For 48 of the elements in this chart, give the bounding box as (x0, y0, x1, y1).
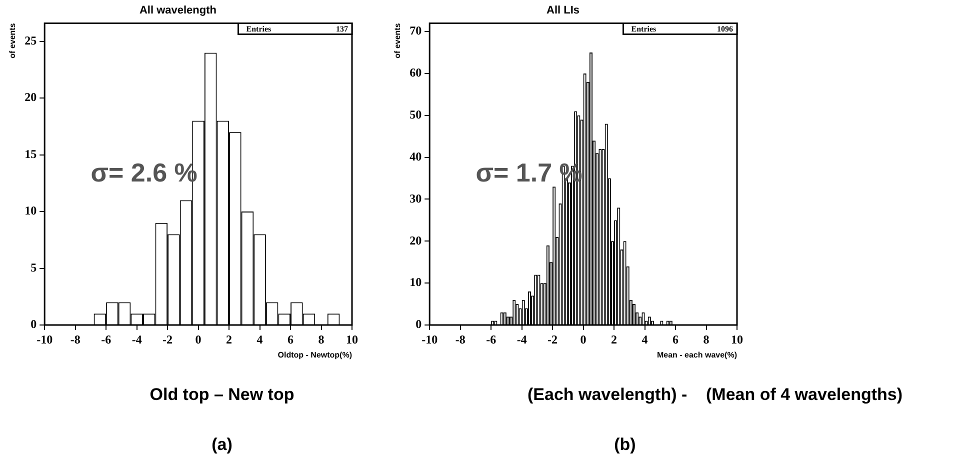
x-tick-label: -2 (162, 332, 173, 346)
text: Entries 137 (246, 24, 348, 34)
y-tick-label: 50 (410, 108, 422, 122)
y-tick-label: 10 (410, 275, 422, 290)
text: Entries 1096 (631, 24, 733, 34)
x-tick-label: 6 (288, 332, 294, 346)
y-tick-label: 0 (416, 317, 422, 332)
text: Old top – New top (150, 385, 294, 405)
y-tick-label: 40 (410, 149, 422, 164)
text: (b) (614, 435, 636, 455)
x-tick-label: 10 (731, 332, 743, 346)
x-axis-title: Oldtop - Newtop(%) (278, 350, 352, 360)
x-axis-title: Mean - each wave(%) (656, 350, 738, 360)
x-tick-label: 2 (611, 332, 618, 346)
y-tick-label: 25 (24, 33, 37, 48)
y-tick-label: 30 (410, 191, 422, 206)
x-tick-label: -8 (70, 332, 80, 346)
y-tick-label: 10 (24, 204, 37, 218)
x-tick-label: -4 (132, 332, 142, 346)
y-tick-label: 20 (24, 90, 37, 104)
y-tick-label: 0 (30, 317, 37, 332)
y-axis-title: of events (8, 22, 18, 58)
x-tick-label: -6 (101, 332, 112, 346)
text: (Each wavelength) - (Mean of 4 wavelengths) (527, 385, 903, 405)
x-tick-label: -10 (36, 332, 53, 346)
y-tick-label: 60 (410, 66, 422, 80)
x-tick-label: 4 (642, 332, 648, 346)
x-tick-label: 4 (256, 332, 263, 346)
x-tick-label: 10 (346, 332, 358, 346)
y-axis-title: of events (393, 22, 402, 58)
x-tick-label: 0 (580, 332, 586, 346)
y-tick-label: 70 (410, 24, 422, 38)
x-tick-label: -4 (516, 332, 527, 346)
x-tick-label: 8 (703, 332, 710, 346)
y-tick-label: 20 (410, 233, 422, 248)
x-tick-label: -2 (548, 332, 558, 346)
x-tick-label: 0 (195, 332, 202, 346)
x-tick-label: -6 (486, 332, 496, 346)
text: (a) (212, 435, 232, 455)
x-tick-label: 8 (318, 332, 324, 346)
x-tick-label: -8 (455, 332, 466, 346)
chart-title: All wavelength (139, 4, 217, 17)
x-tick-label: 2 (226, 332, 232, 346)
y-tick-label: 5 (30, 260, 37, 274)
x-tick-label: -10 (422, 332, 438, 346)
y-tick-label: 15 (24, 146, 37, 161)
x-tick-label: 6 (672, 332, 679, 346)
chart-title: All LIs (546, 4, 580, 17)
